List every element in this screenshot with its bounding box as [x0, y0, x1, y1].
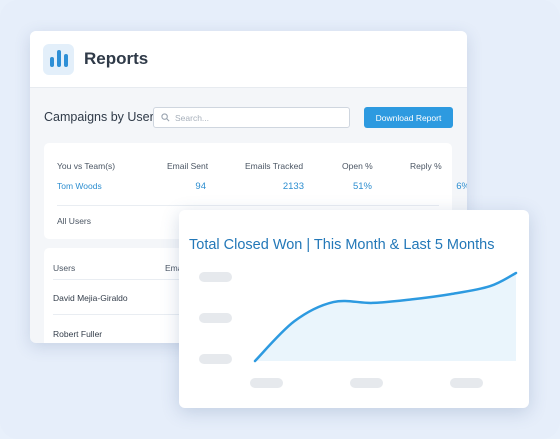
- toolbar: Campaigns by User Search... Download Rep…: [30, 105, 467, 131]
- table-row[interactable]: David Mejia-Giraldo: [53, 293, 128, 303]
- all-users-row[interactable]: All Users: [57, 216, 92, 226]
- x-axis-label-placeholder: [250, 378, 283, 388]
- column-header: You vs Team(s): [57, 161, 116, 171]
- area-fill: [255, 273, 516, 361]
- search-input[interactable]: Search...: [153, 107, 350, 128]
- search-icon: [161, 113, 170, 122]
- column-header: Email Sent: [167, 161, 209, 171]
- divider: [57, 205, 439, 206]
- chart-title: Total Closed Won | This Month & Last 5 M…: [189, 237, 495, 253]
- column-header: Reply %: [410, 161, 442, 171]
- bar-chart-icon: [43, 43, 74, 75]
- download-report-button[interactable]: Download Report: [364, 107, 453, 128]
- x-axis-label-placeholder: [350, 378, 383, 388]
- section-title: Campaigns by User: [44, 110, 154, 124]
- x-axis-label-placeholder: [450, 378, 483, 388]
- column-header: Emai: [165, 263, 185, 273]
- column-header: Users: [53, 263, 76, 273]
- emails-tracked-value: 2133: [282, 181, 304, 192]
- column-header: Emails Tracked: [245, 161, 304, 171]
- y-axis-label-placeholder: [199, 313, 232, 323]
- search-placeholder: Search...: [175, 112, 210, 123]
- y-axis-label-placeholder: [199, 272, 232, 282]
- column-header: Open %: [342, 161, 373, 171]
- page-title: Reports: [84, 49, 149, 68]
- user-link-tom-woods[interactable]: Tom Woods: [57, 181, 102, 191]
- y-axis-label-placeholder: [199, 354, 232, 364]
- chart-area: [253, 271, 518, 363]
- table-row[interactable]: Robert Fuller: [53, 329, 103, 339]
- email-sent-value: 94: [195, 181, 206, 192]
- open-rate-value: 51%: [352, 181, 372, 192]
- reply-rate-value: 6%: [456, 181, 467, 192]
- reports-header: Reports: [30, 31, 467, 88]
- chart-panel: Total Closed Won | This Month & Last 5 M…: [179, 210, 529, 408]
- series-line: [253, 271, 518, 363]
